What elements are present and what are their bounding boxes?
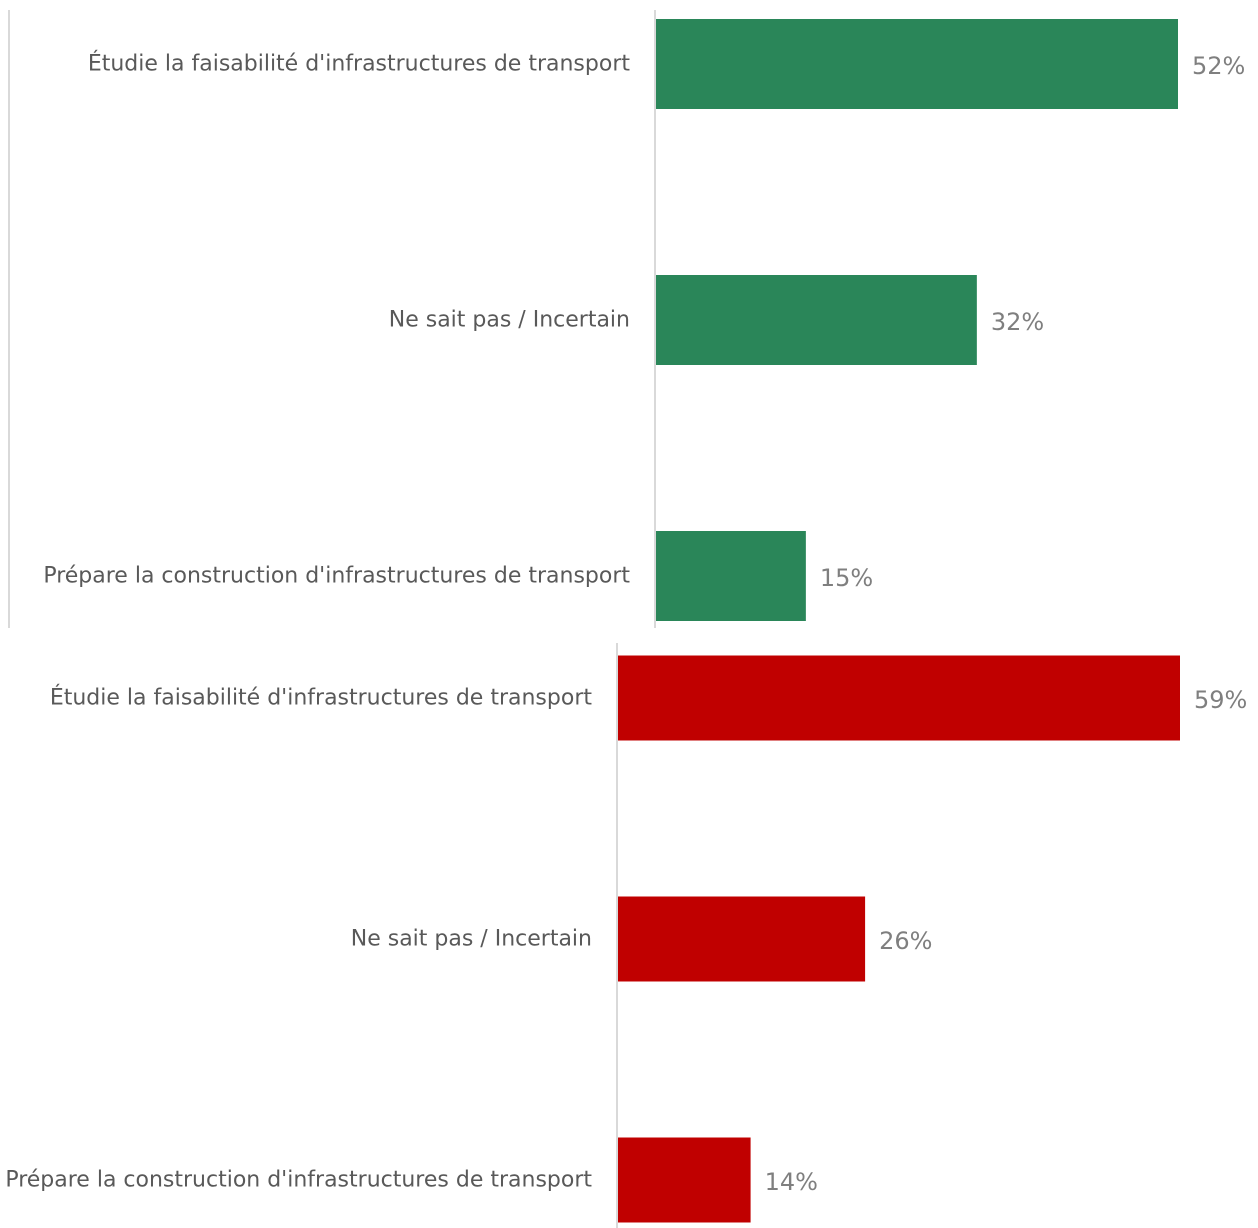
chart-1-category-label-3: Prépare la construction d'infrastructure… bbox=[43, 564, 630, 589]
chart-2-value-label-2: 26% bbox=[879, 927, 932, 955]
chart-2-bar-3 bbox=[617, 1137, 751, 1223]
chart-1-category-label-2: Ne sait pas / Incertain bbox=[389, 308, 630, 333]
chart-1-value-label-3: 15% bbox=[820, 564, 873, 592]
chart-1-bar-1 bbox=[655, 19, 1178, 109]
chart-2-bar-2 bbox=[617, 896, 866, 982]
chart-1-value-label-2: 32% bbox=[991, 308, 1044, 336]
chart-2-category-label-3: Prépare la construction d'infrastructure… bbox=[5, 1168, 592, 1193]
chart-1-bar-3 bbox=[655, 531, 806, 621]
chart-2-category-label-1: Étudie la faisabilité d'infrastructures … bbox=[50, 685, 593, 711]
chart-2-value-label-1: 59% bbox=[1194, 686, 1247, 714]
chart-2-value-label-3: 14% bbox=[765, 1168, 818, 1196]
chart-2-bar-1 bbox=[617, 655, 1180, 741]
chart-1: Étudie la faisabilité d'infrastructures … bbox=[43, 10, 1245, 628]
chart-2-category-label-2: Ne sait pas / Incertain bbox=[351, 927, 592, 952]
chart-1-bar-2 bbox=[655, 275, 977, 365]
chart-2: Étudie la faisabilité d'infrastructures … bbox=[5, 643, 1247, 1228]
chart-1-value-label-1: 52% bbox=[1192, 52, 1245, 80]
chart-1-category-label-1: Étudie la faisabilité d'infrastructures … bbox=[88, 51, 631, 77]
